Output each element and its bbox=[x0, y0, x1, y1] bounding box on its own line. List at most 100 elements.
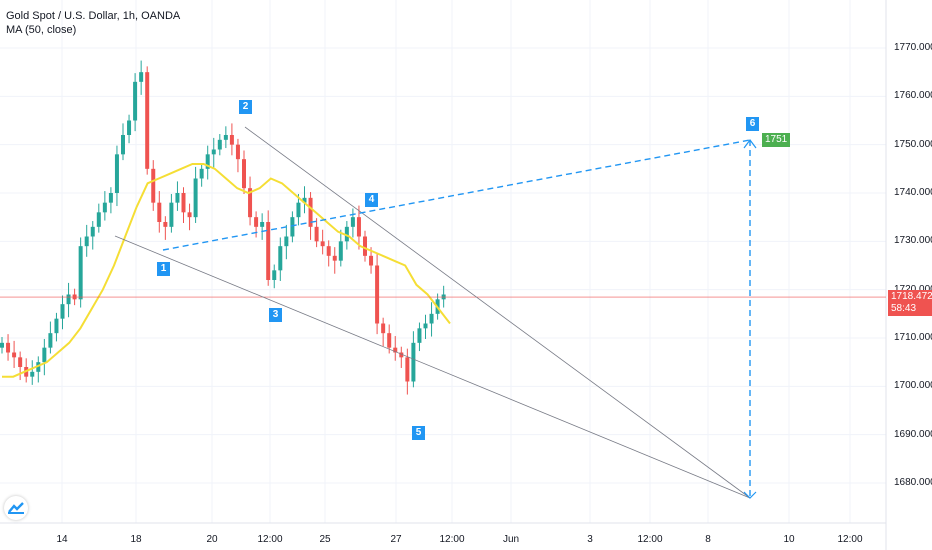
x-tick-label: Jun bbox=[502, 534, 520, 545]
x-tick-label: 12:00 bbox=[439, 534, 465, 545]
candle-body bbox=[296, 202, 301, 218]
y-tick-label: 1680.000 bbox=[894, 477, 932, 488]
candles bbox=[0, 60, 446, 395]
lower-wedge-line bbox=[114, 235, 751, 499]
candle-body bbox=[429, 313, 434, 324]
candle-body bbox=[175, 193, 180, 203]
candle-body bbox=[12, 352, 17, 358]
candle-body bbox=[266, 222, 271, 280]
candle-body bbox=[48, 333, 53, 348]
candle-body bbox=[363, 236, 367, 256]
candle-body bbox=[423, 323, 428, 329]
wave-point-1: 1 bbox=[157, 262, 170, 276]
candle-body bbox=[405, 357, 410, 382]
candle-body bbox=[66, 294, 71, 305]
candle-body bbox=[260, 222, 265, 227]
candle-body bbox=[308, 197, 313, 227]
y-tick-label: 1770.000 bbox=[894, 42, 932, 53]
candle-body bbox=[393, 347, 398, 353]
candle-body bbox=[102, 202, 107, 213]
candle-body bbox=[108, 193, 113, 203]
upper-wedge-line bbox=[244, 126, 751, 499]
wave-point-6: 6 bbox=[746, 117, 759, 131]
y-tick-label: 1690.000 bbox=[894, 428, 932, 440]
candle-body bbox=[284, 236, 289, 247]
candle-body bbox=[18, 357, 23, 367]
current-price-badge: 1718.472 58:43 bbox=[888, 290, 932, 317]
wave-point-5: 5 bbox=[412, 426, 425, 440]
candle-body bbox=[36, 362, 41, 372]
wave-point-3: 3 bbox=[269, 308, 282, 322]
target-price-badge: 1751 bbox=[762, 133, 791, 147]
candle-body bbox=[0, 342, 4, 348]
candle-body bbox=[248, 188, 253, 218]
candle-body bbox=[411, 342, 416, 382]
x-tick-label: 12:00 bbox=[257, 534, 283, 545]
y-tick-label: 1760.000 bbox=[894, 90, 932, 102]
current-price-value: 1718.472 bbox=[891, 291, 932, 303]
candle-body bbox=[157, 202, 162, 222]
candle-body bbox=[235, 144, 240, 160]
logo-icon bbox=[8, 502, 24, 514]
candle-body bbox=[187, 212, 192, 218]
candle-body bbox=[381, 323, 386, 334]
candle-body bbox=[417, 328, 422, 343]
candle-body bbox=[399, 352, 404, 358]
tradingview-logo[interactable] bbox=[4, 496, 28, 520]
candle-body bbox=[181, 193, 186, 213]
candle-body bbox=[151, 168, 156, 203]
candle-body bbox=[139, 72, 144, 82]
candle-body bbox=[78, 246, 83, 300]
x-tick-label: 14 bbox=[56, 534, 68, 545]
candle-body bbox=[127, 120, 132, 135]
y-tick-label: 1720.000 bbox=[894, 284, 932, 295]
candle-body bbox=[223, 135, 228, 140]
y-tick-label: 1750.000 bbox=[894, 138, 932, 150]
candle-body bbox=[30, 371, 35, 377]
candle-body bbox=[320, 241, 325, 247]
x-tick-label: 27 bbox=[390, 534, 402, 545]
y-tick-label: 1700.000 bbox=[894, 380, 932, 392]
indicator-label[interactable]: MA (50, close) bbox=[6, 24, 77, 36]
x-tick-label: 20 bbox=[206, 534, 218, 545]
candle-body bbox=[344, 226, 349, 242]
symbol-title[interactable]: Gold Spot / U.S. Dollar, 1h, OANDA bbox=[6, 10, 181, 22]
candle-body bbox=[332, 255, 337, 261]
candle-body bbox=[114, 154, 119, 193]
x-tick-label: 10 bbox=[783, 534, 795, 545]
arrow-tail-icon bbox=[743, 491, 757, 499]
x-tick-label: 8 bbox=[705, 534, 711, 545]
candle-body bbox=[350, 217, 355, 227]
candle-body bbox=[60, 304, 65, 319]
y-tick-label: 1710.000 bbox=[894, 332, 932, 343]
grid bbox=[0, 0, 886, 523]
candle-body bbox=[199, 168, 204, 179]
candle-body bbox=[229, 135, 234, 145]
candle-body bbox=[163, 222, 168, 227]
candle-body bbox=[302, 197, 307, 203]
x-tick-label: 12:00 bbox=[637, 534, 663, 545]
x-tick-label: 3 bbox=[587, 534, 593, 545]
candle-body bbox=[272, 270, 277, 280]
candle-body bbox=[90, 226, 95, 237]
candle-body bbox=[242, 159, 246, 189]
candle-body bbox=[84, 236, 89, 247]
candle-body bbox=[42, 347, 47, 363]
candle-body bbox=[254, 217, 259, 227]
candle-body bbox=[278, 246, 283, 271]
candle-body bbox=[338, 241, 343, 261]
candle-body bbox=[326, 246, 331, 256]
y-tick-label: 1730.000 bbox=[894, 235, 932, 247]
candle-body bbox=[211, 149, 216, 155]
y-tick-label: 1740.000 bbox=[894, 187, 932, 198]
wave-point-4: 4 bbox=[365, 193, 378, 207]
candle-body bbox=[290, 217, 295, 237]
candle-body bbox=[6, 342, 11, 353]
candle-body bbox=[356, 217, 361, 237]
candle-body bbox=[54, 318, 59, 334]
wedge-drawings[interactable] bbox=[114, 126, 757, 499]
candle-body bbox=[133, 81, 138, 121]
arrow-head-icon bbox=[743, 139, 757, 149]
wave-point-2: 2 bbox=[239, 100, 252, 114]
